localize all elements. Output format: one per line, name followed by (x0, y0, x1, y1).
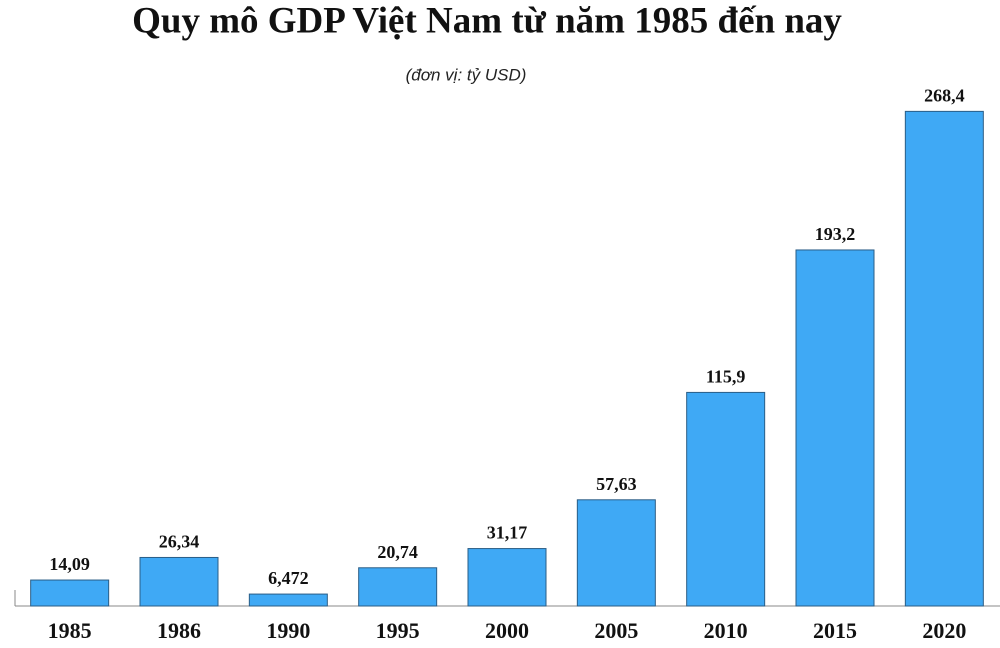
x-tick-label: 2020 (922, 618, 966, 643)
x-tick-label: 1986 (157, 618, 201, 643)
value-label: 6,472 (268, 568, 309, 588)
bar (686, 391, 766, 607)
chart-title: Quy mô GDP Việt Nam từ năm 1985 đến nay (132, 0, 842, 41)
value-label: 14,09 (49, 554, 90, 574)
value-label: 31,17 (487, 523, 528, 543)
value-label: 115,9 (706, 367, 746, 387)
x-tick-label: 2005 (594, 618, 638, 643)
bar (904, 110, 984, 607)
value-label: 57,63 (596, 474, 637, 494)
value-label: 26,34 (159, 532, 200, 552)
bar (358, 567, 438, 607)
bar (30, 579, 110, 607)
x-tick-label: 2015 (813, 618, 857, 643)
x-tick-label: 1985 (48, 618, 92, 643)
x-tick-label: 1995 (376, 618, 420, 643)
value-label: 193,2 (815, 224, 856, 244)
x-tick-label: 1990 (266, 618, 310, 643)
bar (467, 548, 547, 607)
x-tick-label: 2000 (485, 618, 529, 643)
value-label: 20,74 (377, 542, 418, 562)
chart-subtitle: (đơn vị: tỷ USD) (406, 65, 527, 84)
x-tick-label: 2010 (704, 618, 748, 643)
bar (139, 556, 219, 607)
bar (795, 249, 875, 607)
bar (248, 593, 328, 607)
value-label: 268,4 (924, 86, 965, 106)
bar (576, 499, 656, 607)
